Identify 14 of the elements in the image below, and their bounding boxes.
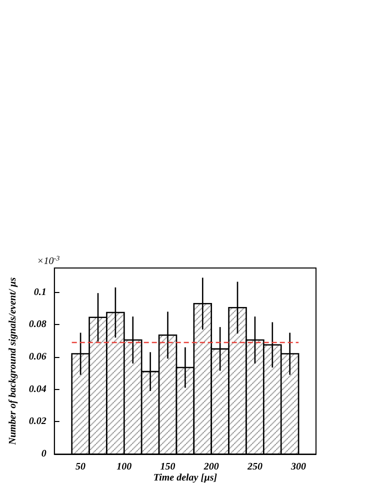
x-axis-title: Time delay [µs] xyxy=(153,472,218,484)
y-tick-label: 0.02 xyxy=(28,416,46,428)
y-axis-title: Number of background signals/event/ µs xyxy=(8,277,18,446)
y-tick-label: 0.04 xyxy=(28,384,46,395)
x-tick-label: 250 xyxy=(246,462,262,473)
y-tick-label: 0 xyxy=(41,448,46,460)
y-tick-label: 0.06 xyxy=(28,352,46,363)
x-tick-label: 200 xyxy=(202,462,219,473)
y-tick-label: 0.1 xyxy=(34,286,46,298)
y-tick-label: 0.08 xyxy=(28,319,46,330)
x-tick-label: 300 xyxy=(290,462,306,473)
x-tick-label: 100 xyxy=(116,462,132,473)
x-tick-label: 150 xyxy=(160,462,176,473)
x-tick-label: 50 xyxy=(76,462,86,473)
